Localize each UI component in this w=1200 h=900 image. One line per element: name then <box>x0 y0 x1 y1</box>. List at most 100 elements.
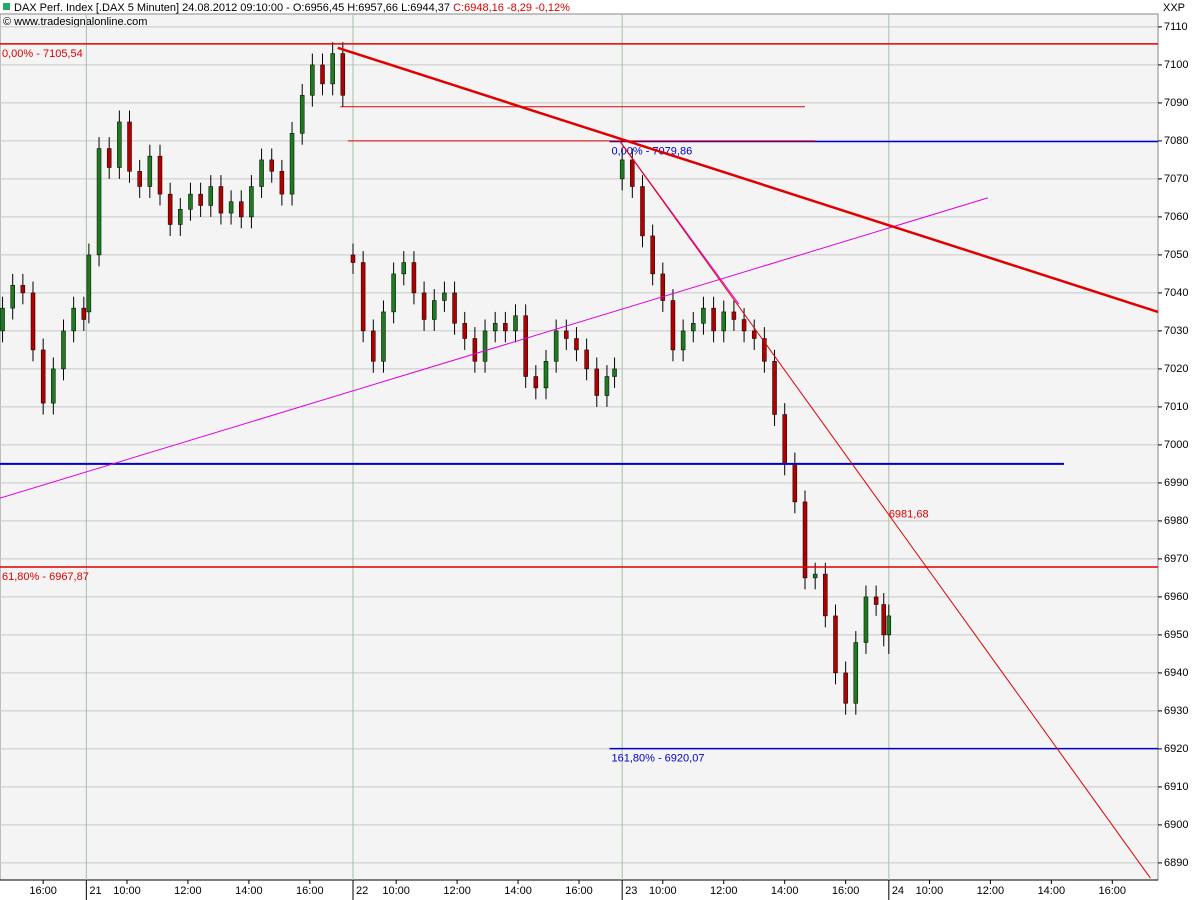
candle-body <box>178 209 183 225</box>
candle-body <box>833 615 838 674</box>
level-label: 61,80% - 6967,87 <box>2 571 89 583</box>
y-tick-label: 7090 <box>1164 97 1188 109</box>
candle-body <box>594 368 600 396</box>
x-tick-label: 21 <box>89 885 101 897</box>
candle-body <box>741 319 747 332</box>
candle-body <box>188 193 193 210</box>
x-tick-label: 12:00 <box>710 885 738 897</box>
candle-body <box>269 159 274 172</box>
y-tick-label: 6940 <box>1164 667 1188 679</box>
x-tick-label: 14:00 <box>1038 885 1066 897</box>
x-tick-label: 16:00 <box>29 885 57 897</box>
candle-body <box>691 323 696 332</box>
candle-body <box>513 315 518 332</box>
x-tick-label: 16:00 <box>1099 885 1127 897</box>
candle-body <box>452 292 457 324</box>
x-tick-label: 10:00 <box>916 885 944 897</box>
candle-body <box>330 53 335 85</box>
candle-body <box>792 463 798 503</box>
candle-body <box>421 292 427 320</box>
candle-body <box>137 171 142 187</box>
x-tick-label: 12:00 <box>977 885 1005 897</box>
chart-icon <box>3 3 10 10</box>
candle-body <box>574 338 579 351</box>
candle-body <box>640 186 645 237</box>
candle-body <box>86 254 92 313</box>
candle-body <box>279 171 285 195</box>
candle-body <box>30 292 36 351</box>
candle-body <box>198 193 203 206</box>
plot-area <box>0 13 1159 881</box>
candle-body <box>472 338 478 362</box>
x-tick-label: 10:00 <box>113 885 141 897</box>
candle-body <box>823 573 828 617</box>
title-text: DAX Perf. Index [.DAX 5 Minuten] 24.08.2… <box>14 2 450 14</box>
candle-body <box>762 338 767 362</box>
candle-body <box>533 376 539 389</box>
chart-title: DAX Perf. Index [.DAX 5 Minuten] 24.08.2… <box>14 2 570 14</box>
candle-body <box>10 285 15 309</box>
candle-body <box>259 159 264 187</box>
candle-body <box>310 64 315 96</box>
candle-body <box>853 642 859 704</box>
x-tick-label: 14:00 <box>771 885 799 897</box>
trend-line <box>619 140 1151 879</box>
y-tick-label: 6910 <box>1164 781 1188 793</box>
level-label: 161,80% - 6920,07 <box>611 753 704 765</box>
candle-body <box>239 201 244 218</box>
candle-body <box>619 159 625 180</box>
candle-body <box>117 121 122 168</box>
candle-body <box>218 186 224 214</box>
source: © www.tradesignalonline.com <box>3 16 147 28</box>
candle-body <box>391 273 396 313</box>
candle-body <box>492 323 498 332</box>
candle-body <box>751 330 757 339</box>
y-tick-label: 7000 <box>1164 439 1188 451</box>
candle-body <box>61 330 66 370</box>
y-tick-label: 6930 <box>1164 705 1188 717</box>
y-tick-label: 6900 <box>1164 819 1188 831</box>
candle-body <box>660 273 666 301</box>
x-tick-label: 12:00 <box>174 885 202 897</box>
y-tick-label: 7080 <box>1164 135 1188 147</box>
title-close: C:6948,16 -8,29 -0,12% <box>453 2 570 14</box>
candle-body <box>553 330 559 362</box>
y-tick-label: 7010 <box>1164 401 1188 413</box>
candle-body <box>701 307 706 324</box>
y-tick-label: 7100 <box>1164 59 1188 71</box>
y-tick-label: 6950 <box>1164 629 1188 641</box>
candle-body <box>462 323 467 339</box>
candle-body <box>523 315 528 377</box>
candle-body <box>71 307 76 332</box>
candle-body <box>51 368 56 404</box>
candle-body <box>411 262 417 294</box>
candle-body <box>127 121 132 172</box>
candle-body <box>584 349 589 370</box>
candle-body <box>81 307 87 320</box>
x-tick-label: 16:00 <box>565 885 593 897</box>
candle-body <box>360 262 366 332</box>
x-tick-label: 12:00 <box>443 885 471 897</box>
candle-body <box>721 311 726 332</box>
x-tick-label: 10:00 <box>649 885 677 897</box>
candle-body <box>863 596 869 643</box>
y-tick-label: 7050 <box>1164 249 1188 261</box>
candle-body <box>147 155 153 187</box>
candle-body <box>106 148 112 168</box>
candle-body <box>0 307 5 332</box>
candle-body <box>482 330 488 362</box>
candle-body <box>881 604 886 636</box>
y-tick-label: 6970 <box>1164 553 1188 565</box>
candle-body <box>381 311 386 362</box>
candle-body <box>503 323 508 332</box>
candle-body <box>886 615 892 636</box>
candle-body <box>371 330 376 362</box>
candle-body <box>630 159 635 187</box>
candle-body <box>843 672 848 704</box>
y-tick-label: 7030 <box>1164 325 1188 337</box>
candle-body <box>228 201 234 214</box>
candle-body <box>604 376 610 396</box>
candle-body <box>772 361 777 415</box>
candle-body <box>812 573 818 579</box>
